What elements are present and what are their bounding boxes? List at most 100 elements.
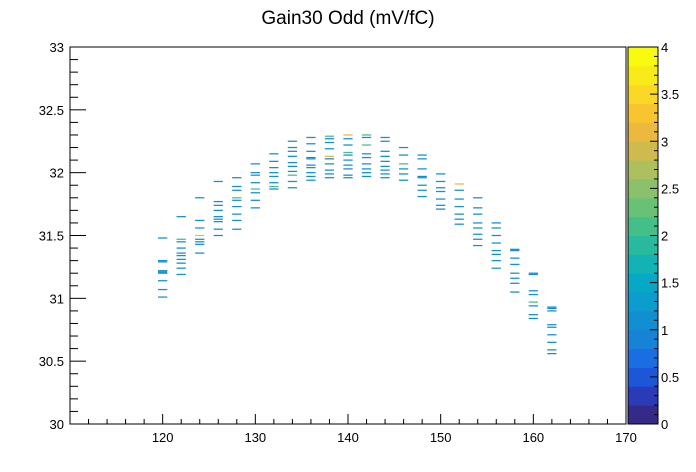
heatmap-cell (269, 185, 279, 188)
y-tick-label: 32.5 (39, 103, 64, 118)
heatmap-cell (195, 227, 205, 229)
heatmap-cell (343, 134, 353, 136)
heatmap-cell (213, 209, 223, 211)
heatmap-cell (380, 177, 390, 179)
heatmap-cell (324, 158, 335, 160)
heatmap-cell (158, 237, 168, 239)
heatmap-cell (158, 296, 168, 298)
palette-segment (628, 273, 658, 293)
heatmap-cell (361, 153, 372, 155)
heatmap-cell (436, 180, 446, 183)
heatmap-cell (324, 138, 335, 140)
heatmap-cell (398, 173, 409, 175)
heatmap-cell (398, 168, 409, 170)
x-tick-label: 150 (430, 430, 452, 445)
heatmap-cell (528, 273, 538, 276)
heatmap-cell (454, 198, 464, 200)
heatmap-cell (343, 168, 353, 170)
heatmap-cell (324, 135, 335, 137)
heatmap-cell (380, 173, 390, 175)
heatmap-cell (176, 258, 186, 261)
heatmap-cell (287, 146, 298, 149)
heatmap-cell (195, 241, 205, 243)
heatmap-cell (436, 187, 446, 189)
heatmap-cell (473, 207, 483, 209)
heatmap-cell (491, 234, 501, 237)
heatmap-cell (232, 199, 242, 201)
y-tick-label: 30.5 (39, 354, 64, 369)
x-tick-label: 120 (152, 430, 174, 445)
heatmap-cell (547, 349, 557, 351)
heatmap-cell (176, 216, 186, 218)
heatmap-cell (306, 167, 316, 169)
heatmap-cell (287, 174, 298, 176)
heatmap-cell (473, 227, 483, 229)
heatmap-cell (491, 260, 501, 262)
heatmap-cell (417, 154, 427, 156)
heatmap-cell (491, 227, 501, 229)
heatmap-cell (232, 219, 242, 222)
palette-segment (628, 47, 658, 67)
heatmap-cell (491, 242, 501, 244)
heatmap-cell (213, 234, 223, 237)
heatmap-cell (473, 197, 483, 199)
palette-segment (628, 122, 658, 142)
heatmap-cell (250, 207, 260, 209)
heatmap-cell (454, 183, 464, 185)
palette-segment (628, 254, 658, 274)
heatmap-cell (528, 317, 538, 320)
palette-segment (628, 367, 658, 387)
heatmap-cell (528, 305, 538, 307)
heatmap-cell (491, 253, 501, 255)
palette-segment (628, 405, 658, 425)
heatmap-cell (473, 238, 483, 240)
z-tick-label: 4 (661, 40, 668, 55)
heatmap-cell (361, 134, 372, 136)
palette-segment (628, 310, 658, 331)
heatmap-cell (195, 243, 205, 245)
z-tick-label: 1 (661, 323, 668, 338)
x-tick-label: 170 (615, 430, 637, 445)
palette-segment (628, 348, 658, 368)
heatmap-cell (398, 146, 409, 149)
heatmap-cell (547, 306, 557, 308)
heatmap-cell (176, 252, 186, 254)
heatmap-cell (324, 163, 335, 165)
heatmap-cell (269, 167, 279, 169)
heatmap-cell (473, 233, 483, 235)
heatmap-cell (158, 280, 168, 282)
heatmap-cell (343, 138, 353, 140)
heatmap-cell (213, 180, 223, 183)
heatmap-cell (287, 170, 298, 173)
heatmap-cell (269, 188, 279, 190)
heatmap-cell (287, 140, 298, 142)
heatmap-cell (510, 249, 520, 252)
x-tick-label: 140 (337, 430, 359, 445)
heatmap-cell (232, 185, 242, 188)
heatmap-cell (380, 155, 390, 157)
heatmap-cell (547, 324, 557, 326)
heatmap-cell (306, 158, 316, 160)
heatmap-cell (436, 208, 446, 210)
heatmap-cell (324, 155, 335, 157)
heatmap-cell (306, 156, 316, 159)
heatmap-cell (213, 200, 223, 203)
z-tick-label: 2.5 (661, 181, 679, 196)
heatmap-cell (324, 169, 335, 171)
heatmap-cell (287, 155, 298, 157)
palette-segment (628, 197, 658, 218)
heatmap-cell (176, 267, 186, 269)
z-tick-label: 0.5 (661, 370, 679, 385)
heatmap-cell (547, 334, 557, 336)
heatmap-cell (343, 151, 353, 154)
heatmap-cell (510, 277, 520, 279)
heatmap-cell (491, 222, 501, 224)
heatmap-cell (287, 180, 298, 183)
heatmap-cell (473, 222, 483, 224)
heatmap-cell (306, 175, 316, 178)
heatmap-cell (361, 168, 372, 170)
z-tick-label: 0 (661, 417, 668, 432)
heatmap-cell (195, 219, 205, 222)
heatmap-cell (491, 249, 501, 252)
